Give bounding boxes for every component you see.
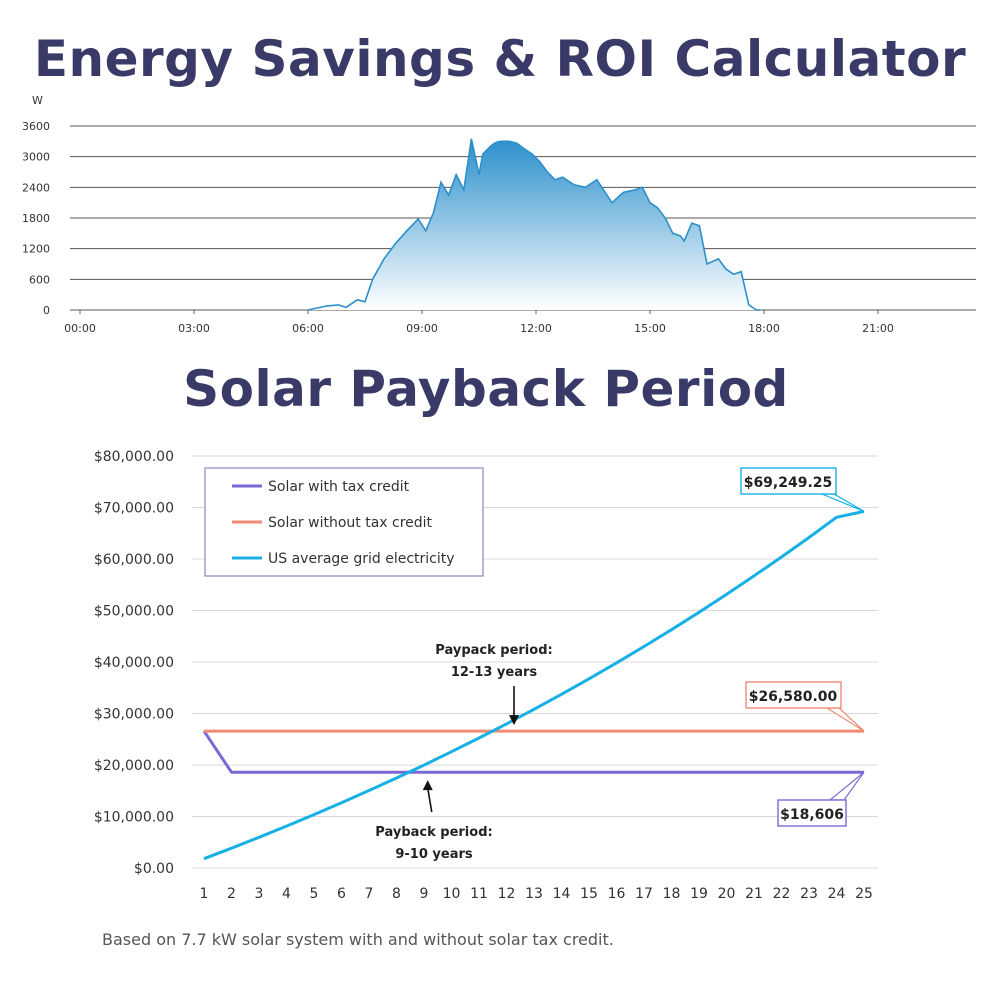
x-tick-label: 25 [855, 886, 873, 902]
y-tick-label: 2400 [22, 181, 50, 194]
x-tick-label: 19 [690, 886, 708, 902]
legend-label: Solar without tax credit [268, 515, 433, 531]
x-tick-label: 21 [745, 886, 763, 902]
y-tick-label: 3000 [22, 151, 50, 164]
series-line [307, 138, 761, 311]
y-tick-label: $30,000.00 [94, 707, 174, 723]
x-tick-label: 18:00 [748, 322, 780, 335]
payback-annotation: 12-13 years [451, 665, 538, 680]
legend-label: Solar with tax credit [268, 479, 410, 495]
series-line [203, 509, 865, 861]
payback-arrowhead [509, 715, 519, 726]
x-tick-label: 12:00 [520, 322, 552, 335]
y-tick-label: $0.00 [134, 861, 174, 877]
x-tick-label: 10 [443, 886, 461, 902]
x-tick-label: 1 [200, 886, 209, 902]
area-fill [308, 138, 761, 310]
x-tick-label: 15:00 [634, 322, 666, 335]
value-callout: $69,249.25 [740, 467, 865, 512]
x-tick-label: 14 [553, 886, 571, 902]
payback-annotation: 9-10 years [395, 847, 473, 862]
payback-annotation: Payback period: [375, 825, 492, 840]
footnote: Based on 7.7 kW solar system with and wi… [102, 930, 614, 949]
callout-box [745, 681, 842, 709]
x-tick-label: 20 [718, 886, 736, 902]
x-tick-label: 21:00 [862, 322, 894, 335]
x-tick-label: 11 [470, 886, 488, 902]
x-tick-label: 16 [608, 886, 626, 902]
x-tick-label: 9 [420, 886, 429, 902]
x-tick-label: 15 [580, 886, 598, 902]
x-tick-label: 7 [365, 886, 374, 902]
x-tick-label: 3 [255, 886, 264, 902]
x-tick-label: 12 [498, 886, 516, 902]
x-tick-label: 17 [635, 886, 653, 902]
callout-pointer [824, 707, 865, 732]
x-tick-label: 2 [227, 886, 236, 902]
series-line [202, 730, 864, 774]
callout-label: $69,249.25 [744, 475, 833, 491]
x-tick-label: 4 [282, 886, 291, 902]
y-tick-label: 3600 [22, 120, 50, 133]
y-tick-label: $10,000.00 [94, 810, 174, 826]
section-title: Solar Payback Period [183, 360, 789, 418]
x-tick-label: 09:00 [406, 322, 438, 335]
callout-label: $18,606 [780, 807, 844, 823]
value-callout: $18,606 [777, 771, 865, 827]
callout-box [740, 467, 837, 495]
x-tick-label: 00:00 [64, 322, 96, 335]
y-tick-label: 1200 [22, 243, 50, 256]
payback-annotation: Paypack period: [435, 643, 552, 658]
power-output-chart: W 0 600 1200 1800 2400 3000 3600 00:00 03:00 06:00… [22, 94, 976, 335]
legend-label: US average grid electricity [268, 551, 455, 567]
callout-box [777, 799, 847, 827]
value-callout: $26,580.00 [745, 681, 865, 732]
callout-label: $26,580.00 [749, 689, 838, 705]
x-tick-label: 8 [392, 886, 401, 902]
x-tick-label: 6 [337, 886, 346, 902]
x-tick-label: 13 [525, 886, 543, 902]
x-tick-label: 5 [310, 886, 319, 902]
x-tick-label: 03:00 [178, 322, 210, 335]
x-tick-label: 22 [773, 886, 791, 902]
y-tick-label: $60,000.00 [94, 552, 174, 568]
y-tick-label: $80,000.00 [94, 449, 174, 465]
y-tick-label: 0 [43, 304, 50, 317]
payback-arrowhead [422, 780, 433, 791]
x-tick-label: 23 [800, 886, 818, 902]
x-tick-label: 18 [663, 886, 681, 902]
y-tick-label: 1800 [22, 212, 50, 225]
y-tick-label: 600 [29, 273, 50, 286]
x-tick-label: 06:00 [292, 322, 324, 335]
page-title: Energy Savings & ROI Calculator [33, 30, 967, 88]
y-tick-label: $20,000.00 [94, 758, 174, 774]
y-axis-unit: W [32, 94, 43, 107]
legend: Solar with tax credit Solar without tax c… [204, 467, 484, 577]
x-tick-label: 24 [828, 886, 846, 902]
payback-arrow [426, 788, 433, 813]
y-tick-label: $70,000.00 [94, 501, 174, 517]
legend-box [204, 467, 484, 577]
y-tick-label: $40,000.00 [94, 655, 174, 671]
callout-pointer [821, 493, 865, 512]
y-tick-label: $50,000.00 [94, 604, 174, 620]
callout-pointer [828, 771, 865, 801]
